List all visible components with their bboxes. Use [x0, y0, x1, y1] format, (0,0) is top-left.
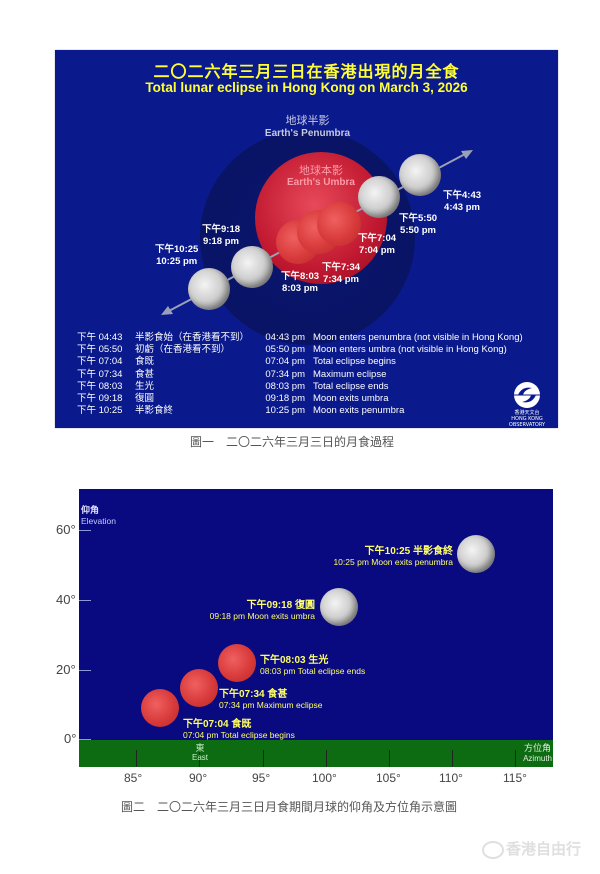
east-label-en: East	[191, 753, 208, 762]
label-8-03: 下午8:03 8:03 pm	[281, 271, 320, 294]
moon-4-43	[399, 154, 441, 196]
table-en-events: Moon enters penumbra (not visible in Hon…	[313, 332, 523, 417]
x-tick-mark-100	[326, 750, 327, 767]
moon-10-25	[188, 268, 230, 310]
y-tick-60: 60°	[56, 522, 76, 537]
label-9-18: 下午9:18 9:18 pm	[202, 224, 241, 247]
chart-moon-7-04	[141, 689, 179, 727]
y-tick-0: 0°	[64, 731, 77, 746]
chart-label-10-25: 下午10:25 半影食終 10:25 pm Moon exits penumbra	[333, 546, 453, 567]
chart-moon-9-18	[320, 588, 358, 626]
y-tick-20: 20°	[56, 662, 76, 677]
umbra-label-cn: 地球本影	[299, 164, 343, 177]
y-tick-mark-20	[79, 670, 91, 671]
umbra-label-en: Earth's Umbra	[287, 177, 355, 188]
x-tick-105: 105°	[376, 771, 401, 785]
figure1-caption: 圖一 二〇二六年三月三日的月食過程	[190, 435, 395, 449]
y-axis-label-en: Elevation	[81, 516, 116, 526]
table-en-times: 04:43 pm 05:50 pm 07:04 pm 07:34 pm 08:03 pm…	[265, 332, 305, 417]
watermark: 香港自由行	[482, 838, 581, 859]
moon-9-18	[231, 246, 273, 288]
x-axis-label-cn: 方位角	[523, 744, 551, 754]
diagram-title-en: Total lunar eclipse in Hong Kong on Marc…	[145, 80, 468, 95]
chart-label-7-34: 下午07:34 食甚 07:34 pm Maximum eclipse	[219, 689, 323, 710]
x-tick-mark-95	[263, 750, 264, 767]
table-cn-events: 半影食始（在香港看不到） 初虧（在香港看不到） 食既 食甚 生光 復圓 半影食終	[135, 332, 250, 417]
x-tick-mark-115	[515, 750, 516, 767]
eclipse-process-diagram: 二〇二六年三月三日在香港出現的月全食 Total lunar eclipse i…	[55, 50, 558, 428]
chart-moon-8-03	[218, 644, 256, 682]
x-tick-100: 100°	[312, 771, 337, 785]
elevation-azimuth-chart: 仰角 Elevation 東 East 方位角 Azimuth 下午07:04 …	[79, 489, 553, 767]
chart-moon-7-34	[180, 669, 218, 707]
diagram-title-cn: 二〇二六年三月三日在香港出現的月全食	[153, 62, 460, 81]
chart-label-8-03: 下午08:03 生光 08:03 pm Total eclipse ends	[260, 655, 366, 676]
x-tick-110: 110°	[439, 771, 463, 785]
y-tick-mark-0	[79, 739, 91, 740]
x-tick-mark-90	[199, 750, 200, 767]
x-tick-mark-85	[136, 750, 137, 767]
x-tick-90: 90°	[189, 771, 208, 785]
label-10-25: 下午10:25 10:25 pm	[155, 244, 199, 267]
table-cn-times: 下午 04:43 下午 05:50 下午 07:04 下午 07:34 下午 08:03…	[77, 332, 123, 417]
label-7-34: 下午7:34 7:34 pm	[322, 262, 361, 285]
chart-label-7-04: 下午07:04 食既 07:04 pm Total eclipse begins	[183, 719, 295, 740]
east-label-cn: 東	[195, 744, 205, 754]
label-5-50: 下午5:50 5:50 pm	[399, 213, 438, 236]
y-tick-40: 40°	[56, 592, 76, 607]
wechat-icon	[482, 840, 504, 859]
label-4-43: 下午4:43 4:43 pm	[443, 190, 482, 213]
figure2-caption: 圖二 二〇二六年三月三日月食期間月球的仰角及方位角示意圖	[121, 800, 458, 814]
y-tick-mark-60	[79, 530, 91, 531]
chart-moon-10-25	[457, 535, 495, 573]
penumbra-label-en: Earth's Penumbra	[264, 128, 351, 139]
chart-label-9-18: 下午09:18 復圓 09:18 pm Moon exits umbra	[209, 600, 315, 621]
ground-horizon: 東 East 方位角 Azimuth	[79, 740, 553, 767]
hko-logo-text: 香港天文台 HONG KONG OBSERVATORY	[508, 410, 546, 428]
label-7-04: 下午7:04 7:04 pm	[358, 233, 397, 256]
x-axis-label-en: Azimuth	[523, 754, 552, 763]
moon-5-50	[358, 176, 400, 218]
y-axis-label-cn: 仰角	[81, 506, 100, 516]
x-tick-95: 95°	[252, 771, 271, 785]
penumbra-label-cn: 地球半影	[285, 114, 330, 127]
x-tick-85: 85°	[124, 771, 143, 785]
y-tick-mark-40	[79, 600, 91, 601]
x-tick-mark-110	[452, 750, 453, 767]
x-tick-mark-105	[389, 750, 390, 767]
moon-7-04	[317, 202, 361, 246]
hko-logo-icon	[514, 382, 540, 408]
x-tick-115: 115°	[503, 771, 527, 785]
